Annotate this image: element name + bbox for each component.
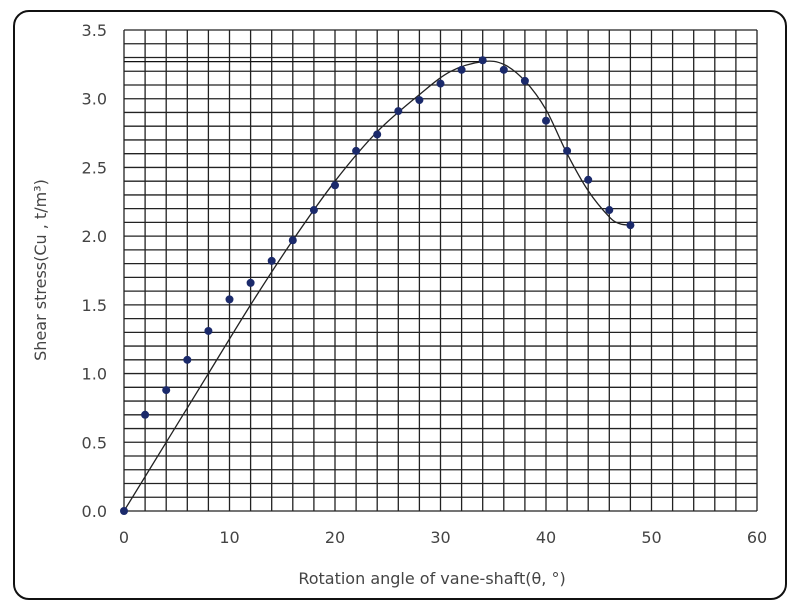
data-point <box>309 206 318 215</box>
data-point <box>267 256 276 265</box>
data-point <box>141 410 150 419</box>
data-point <box>352 146 361 155</box>
data-point <box>331 181 339 190</box>
y-tick-label: 2.5 <box>82 158 107 177</box>
data-point <box>605 206 614 215</box>
data-point <box>563 146 572 155</box>
x-axis-label: Rotation angle of vane-shaft(θ, °) <box>298 569 565 588</box>
y-tick-label: 3.5 <box>82 21 107 40</box>
data-point <box>499 65 508 74</box>
x-tick-label: 30 <box>430 528 450 547</box>
data-point <box>162 386 171 395</box>
grid <box>123 29 758 512</box>
x-tick-label: 10 <box>219 528 239 547</box>
data-point <box>457 65 466 74</box>
fitted-curve <box>123 60 631 512</box>
data-point <box>394 107 403 116</box>
data-point <box>288 236 297 245</box>
data-point <box>584 175 593 184</box>
data-point <box>478 56 487 65</box>
y-tick-label: 0.0 <box>82 502 107 521</box>
y-tick-label: 1.0 <box>82 365 107 384</box>
data-point <box>225 295 234 304</box>
x-tick-label: 20 <box>325 528 345 547</box>
y-axis-label: Shear stress(Cu , t/m³) <box>31 179 50 361</box>
y-tick-label: 3.0 <box>82 90 107 109</box>
data-point <box>415 96 424 105</box>
x-tick-label: 0 <box>119 528 129 547</box>
x-tick-label: 60 <box>747 528 767 547</box>
data-point <box>626 221 635 230</box>
x-tick-label: 40 <box>536 528 556 547</box>
y-tick-label: 1.5 <box>82 296 107 315</box>
data-point <box>246 278 255 287</box>
data-point <box>520 76 529 85</box>
y-tick-label: 2.0 <box>82 227 107 246</box>
data-point <box>120 507 128 515</box>
data-point <box>542 116 550 125</box>
data-point <box>373 130 382 139</box>
y-tick-label: 0.5 <box>82 433 107 452</box>
chart-frame <box>13 10 787 600</box>
data-points <box>120 56 635 515</box>
tick-labels: 0 10 20 30 40 50 60 0.0 0.5 1.0 1.5 2.0 2.5 3.0 3.5 <box>82 21 768 547</box>
data-point <box>436 79 445 88</box>
data-point <box>204 326 213 335</box>
fitted-curve-line <box>123 60 631 512</box>
data-point <box>183 355 192 364</box>
x-tick-label: 50 <box>641 528 661 547</box>
